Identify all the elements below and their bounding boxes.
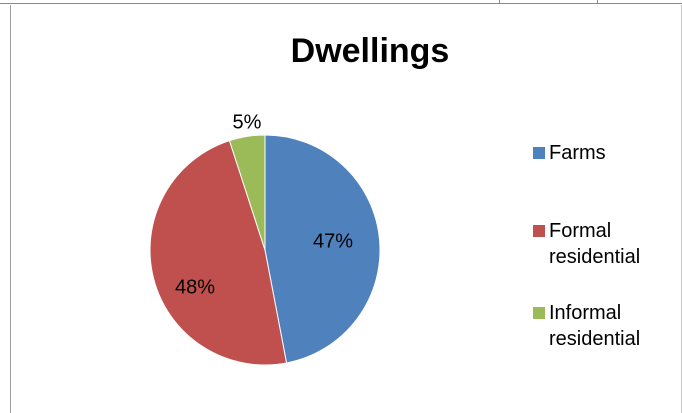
legend-swatch-farms xyxy=(533,147,545,159)
top-border-tick xyxy=(499,0,500,4)
pie-data-labels: 47% 48% 5% xyxy=(175,111,353,298)
pie-slice-informal-residential xyxy=(228,134,266,251)
pie-slice-farms xyxy=(264,134,381,364)
legend-swatch-informal-residential xyxy=(533,307,545,319)
chart-title: Dwellings xyxy=(290,32,450,70)
pie-slices xyxy=(149,134,381,366)
top-border-line xyxy=(0,3,682,4)
pie-data-label-farms: 47% xyxy=(313,230,353,252)
legend-label-formal-residential: Formal residential xyxy=(549,220,641,268)
legend-item-formal-residential: Formal residential xyxy=(533,218,677,270)
chart-frame-left-border xyxy=(10,5,11,413)
top-border-tick xyxy=(597,0,598,4)
legend-label-informal-residential: Informal residential xyxy=(549,302,641,350)
legend-label-farms: Farms xyxy=(549,142,606,164)
legend-swatch-formal-residential xyxy=(533,225,545,237)
pie-data-label-formal-residential: 48% xyxy=(175,276,215,298)
top-border-rule xyxy=(0,0,682,5)
legend-item-farms: Farms xyxy=(533,140,677,166)
legend-item-informal-residential: Informal residential xyxy=(533,300,677,352)
pie-data-label-informal-residential: 5% xyxy=(233,111,262,133)
pie-slice-formal-residential xyxy=(149,139,288,366)
